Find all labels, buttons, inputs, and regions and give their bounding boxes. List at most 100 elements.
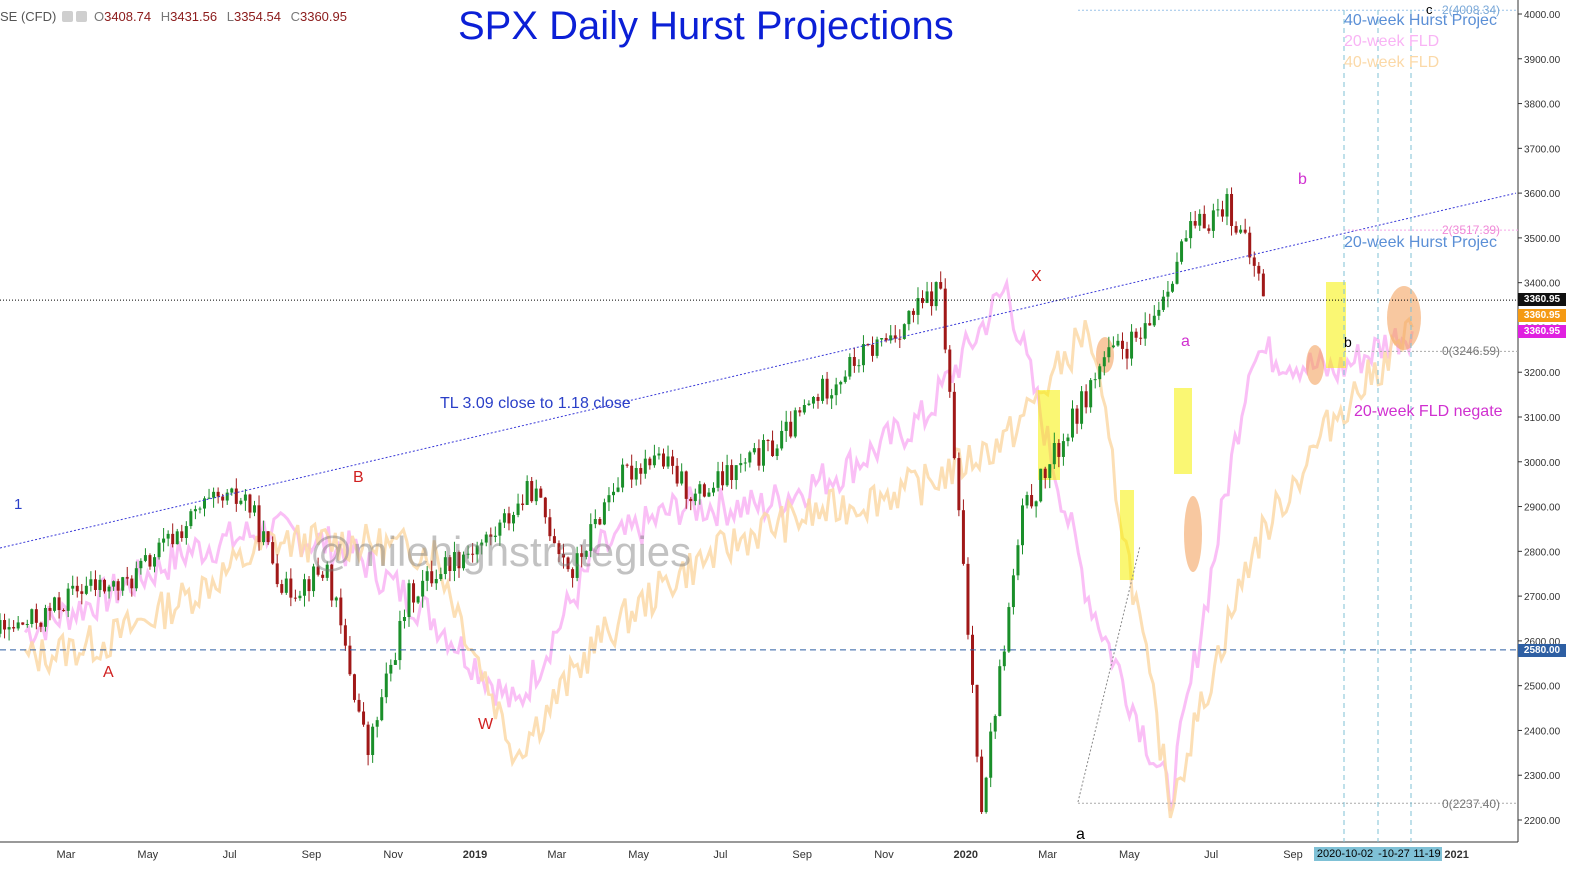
candle-body	[693, 493, 697, 502]
highlight-box	[1174, 388, 1192, 474]
candle-body	[1180, 241, 1184, 262]
candle-body	[898, 338, 902, 340]
wave-label-B: B	[353, 469, 364, 486]
candle-body	[212, 491, 216, 498]
candle-body	[53, 597, 57, 611]
candle-body	[162, 538, 166, 543]
candle-body	[661, 453, 665, 467]
candle-body	[16, 622, 20, 629]
date-tag-2: -10-27	[1376, 847, 1412, 861]
wave-label-1: 1	[14, 496, 23, 513]
candle-body	[207, 497, 211, 499]
cycle-ellipse	[1096, 337, 1114, 373]
candle-body	[134, 568, 138, 589]
candle-body	[439, 574, 443, 580]
x-tick-label: Jul	[223, 849, 237, 861]
candle-body	[562, 554, 566, 558]
candle-body	[725, 465, 729, 486]
candle-body	[939, 282, 943, 289]
high-label: H	[160, 9, 171, 24]
candle-body	[1170, 283, 1174, 292]
close-icon[interactable]	[76, 11, 88, 22]
candle-body	[107, 586, 111, 592]
fld-20-line	[23, 276, 1414, 812]
candle-body	[239, 500, 243, 504]
candle-body	[330, 564, 334, 601]
candle-body	[257, 505, 261, 543]
x-tick-label: Mar	[1038, 849, 1057, 861]
candle-body	[480, 542, 484, 546]
candle-body	[402, 617, 406, 621]
candle-body	[216, 491, 220, 497]
candle-body	[866, 344, 870, 346]
candle-body	[516, 503, 520, 515]
candle-body	[1098, 366, 1102, 380]
candle-body	[339, 597, 343, 626]
candle-body	[393, 660, 397, 665]
candle-body	[1002, 651, 1006, 667]
candle-body	[571, 569, 575, 578]
candle-body	[1025, 495, 1029, 506]
candle-body	[548, 517, 552, 537]
candle-body	[39, 622, 43, 627]
candle-body	[643, 458, 647, 474]
candle-body	[884, 338, 888, 341]
candle-body	[993, 715, 997, 732]
candle-body	[889, 335, 893, 341]
y-tick-label: 2900.00	[1524, 503, 1561, 514]
candle-body	[189, 511, 193, 527]
candle-body	[966, 563, 970, 635]
candle-body	[66, 588, 70, 611]
candle-body	[616, 487, 620, 492]
candle-body	[943, 288, 947, 350]
y-tick-label: 2700.00	[1524, 592, 1561, 603]
y-tick-label: 3600.00	[1524, 189, 1561, 200]
candle-body	[1139, 337, 1143, 339]
candle-body	[103, 579, 107, 592]
candle-body	[525, 481, 529, 505]
candle-body	[1021, 505, 1024, 546]
trendline-label: TL 3.09 close to 1.18 close	[440, 395, 631, 412]
candle-body	[752, 448, 756, 453]
candle-body	[880, 338, 884, 340]
candle-body	[1184, 238, 1188, 242]
candle-body	[789, 421, 793, 437]
candle-body	[1011, 575, 1015, 608]
settings-icon[interactable]	[62, 11, 74, 22]
candle-body	[457, 552, 461, 569]
candle-body	[98, 579, 102, 590]
candle-body	[407, 583, 411, 618]
candle-body	[811, 397, 815, 404]
candle-body	[93, 579, 97, 590]
candle-body	[952, 391, 956, 459]
candle-body	[971, 634, 975, 685]
high-value: 3431.56	[170, 9, 218, 24]
candle-body	[380, 697, 384, 721]
candle-body	[566, 557, 570, 570]
candle-body	[448, 557, 452, 572]
candle-body	[1202, 213, 1206, 229]
candle-body	[352, 674, 356, 700]
candle-body	[157, 542, 161, 558]
candle-body	[1261, 273, 1265, 297]
candle-body	[934, 282, 938, 307]
candle-body	[893, 335, 897, 339]
x-tick-label: Jul	[713, 849, 727, 861]
candle-body	[25, 623, 29, 625]
cycle-ellipse	[1387, 286, 1421, 350]
candle-body	[280, 584, 284, 593]
candle-body	[175, 531, 179, 545]
y-tick-label: 2200.00	[1524, 816, 1561, 827]
candle-body	[0, 620, 2, 634]
candle-body	[957, 458, 961, 511]
cycle-ellipse	[1184, 496, 1202, 572]
candle-body	[148, 555, 152, 567]
candle-body	[1080, 391, 1084, 424]
y-tick-label: 3800.00	[1524, 100, 1561, 111]
y-tick-label: 4000.00	[1524, 10, 1561, 21]
candle-body	[980, 756, 984, 813]
x-tick-label: Mar	[547, 849, 566, 861]
candle-body	[1107, 347, 1111, 358]
x-tick-label: Sep	[792, 849, 812, 861]
x-tick-label: May	[137, 849, 158, 861]
